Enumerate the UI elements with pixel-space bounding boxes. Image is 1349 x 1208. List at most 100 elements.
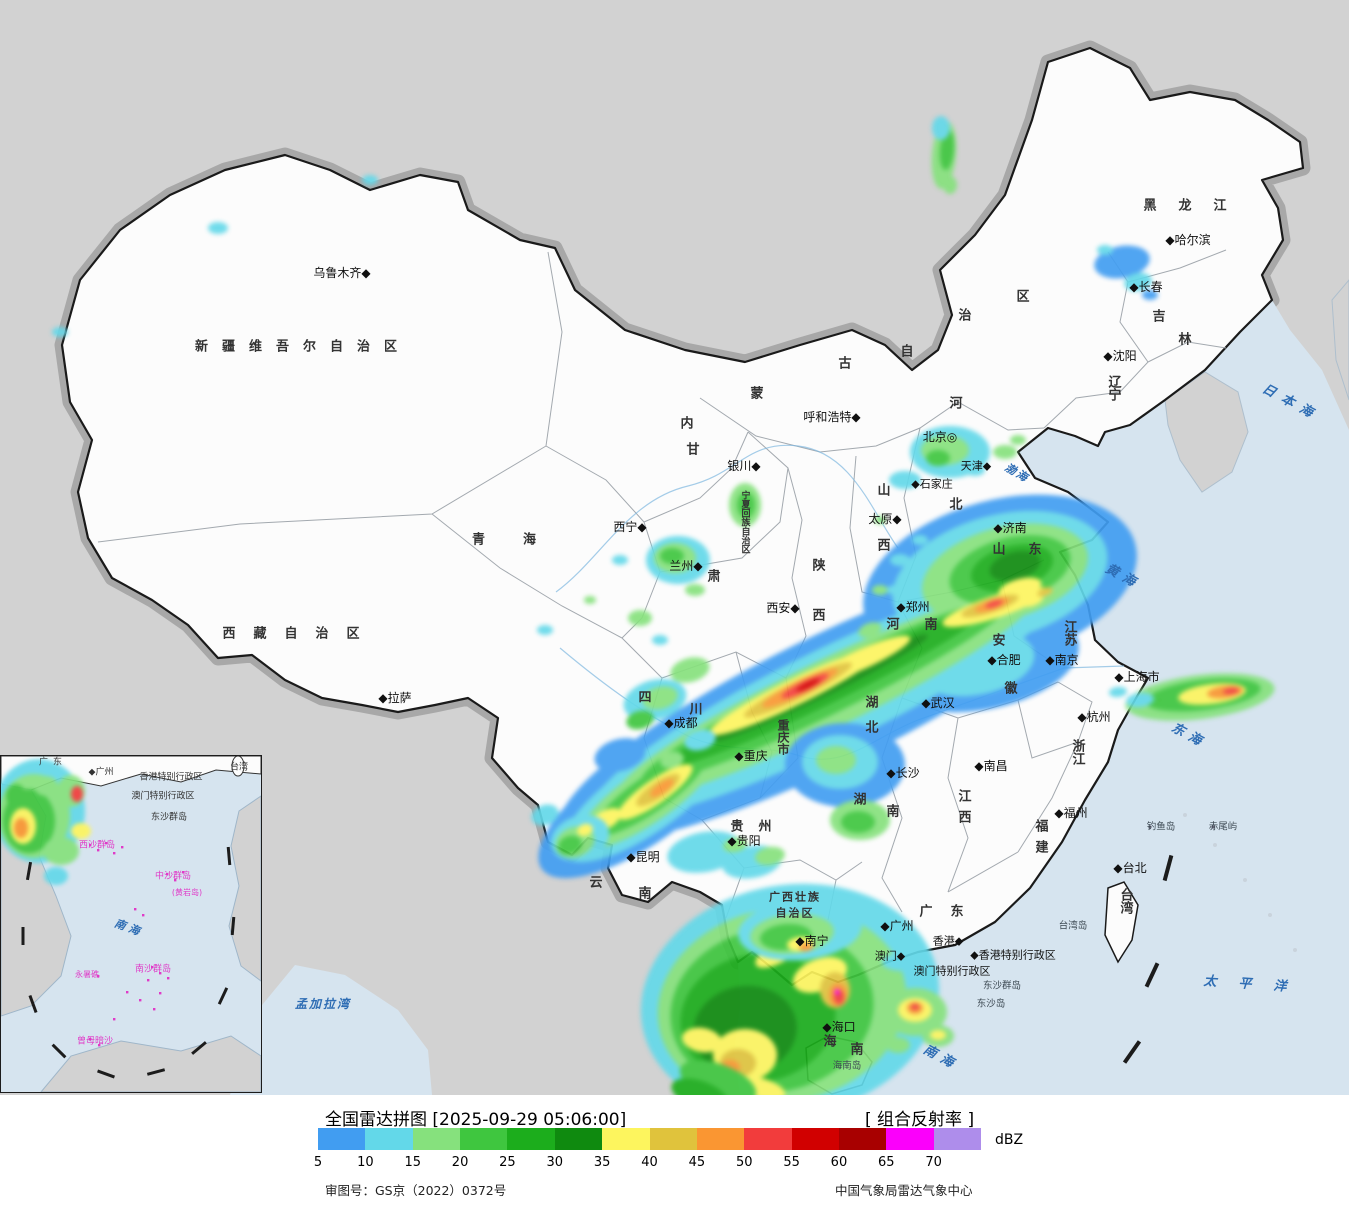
radar-echo-cell bbox=[628, 610, 652, 626]
radar-title: 全国雷达拼图 [2025-09-29 05:06:00] bbox=[325, 1110, 627, 1130]
radar-echo-cell bbox=[1037, 587, 1053, 597]
radar-echo-cell bbox=[796, 678, 820, 692]
radar-echo-cell bbox=[985, 600, 1003, 608]
inset-island-dot bbox=[97, 849, 100, 852]
agency-credit: 中国气象局雷达气象中心 bbox=[835, 1183, 973, 1198]
legend-swatch bbox=[507, 1128, 555, 1150]
radar-echo-cell bbox=[816, 746, 856, 774]
inset-island-dot bbox=[126, 991, 129, 994]
taiwan-island bbox=[1104, 881, 1139, 964]
legend-ticks: 5 10 15 20 25 30 35 40 45 50 55 60 65 70 bbox=[313, 1155, 981, 1171]
inset-island-dot bbox=[142, 914, 145, 917]
radar-echo-cell bbox=[1124, 272, 1152, 292]
radar-echo-cell bbox=[684, 729, 716, 751]
radar-echo-cell bbox=[799, 942, 813, 952]
radar-echo-cell bbox=[870, 969, 890, 981]
inset-island-dot bbox=[153, 1008, 156, 1011]
radar-echo-cell bbox=[650, 778, 674, 798]
radar-echo-cell bbox=[537, 625, 553, 635]
radar-echo-cell bbox=[652, 635, 668, 645]
radar-echo-cell bbox=[682, 1027, 722, 1053]
radar-echo-cell bbox=[882, 953, 922, 971]
legend-swatch bbox=[554, 1128, 603, 1150]
inset-island-dot bbox=[113, 1018, 116, 1021]
legend-tick: 15 bbox=[404, 1155, 421, 1170]
radar-echo-cell bbox=[930, 1030, 946, 1040]
radar-echo-cell bbox=[642, 686, 678, 710]
korea-peninsula bbox=[1164, 371, 1249, 493]
radar-echo-cell bbox=[858, 622, 882, 638]
legend-swatch bbox=[649, 1128, 697, 1150]
inset-island-dot bbox=[89, 844, 92, 847]
inset-island-dot bbox=[167, 977, 170, 980]
radar-echo-cell bbox=[34, 776, 58, 796]
legend-colorbar bbox=[318, 1128, 982, 1150]
radar-echo-cell bbox=[834, 989, 840, 995]
radar-echo-cell bbox=[874, 516, 886, 524]
radar-echo-cell bbox=[612, 555, 628, 565]
radar-echo-cell bbox=[685, 584, 705, 596]
legend-bar: 全国雷达拼图 [2025-09-29 05:06:00] [ 组合反射率 ] d… bbox=[0, 1095, 1349, 1208]
inset-island-dot bbox=[159, 972, 162, 975]
radar-echo-cell bbox=[14, 818, 28, 838]
legend-tick: 55 bbox=[783, 1155, 800, 1170]
legend-swatch bbox=[791, 1128, 839, 1150]
japan-sliver bbox=[1331, 279, 1349, 401]
radar-echo-cell bbox=[71, 786, 83, 802]
radar-echo-cell bbox=[872, 585, 888, 595]
map-approval-number: 审图号：GS京（2022）0372号 bbox=[325, 1183, 507, 1198]
radar-echo-cell bbox=[926, 450, 950, 466]
inset-island-dot bbox=[89, 1038, 92, 1041]
legend-tick: 5 bbox=[313, 1155, 323, 1170]
legend-tick: 45 bbox=[688, 1155, 706, 1170]
radar-echo-cell bbox=[6, 784, 26, 808]
radar-echo-cell bbox=[577, 823, 593, 837]
radar-echo-cell bbox=[723, 837, 747, 853]
legend-tick: 65 bbox=[878, 1155, 895, 1170]
inset-island-dot bbox=[159, 992, 162, 995]
radar-echo-cell bbox=[52, 327, 68, 337]
inset-island-dot bbox=[98, 1044, 101, 1047]
radar-echo-cell bbox=[989, 550, 1041, 582]
radar-echo-cell bbox=[1142, 290, 1158, 300]
inset-taiwan bbox=[231, 756, 245, 777]
radar-echo-cell bbox=[1126, 692, 1154, 708]
legend-swatch bbox=[412, 1128, 461, 1150]
china-radar-map: 新疆维吾尔自治区 西藏自治区 青海甘肃内蒙古自治区黑龙江吉林辽宁河北山西山东河南江苏… bbox=[52, 40, 1349, 1095]
radar-echo-cell bbox=[208, 222, 228, 234]
radar-echo-cell bbox=[965, 464, 985, 476]
radar-echo-cell bbox=[670, 657, 710, 683]
inset-island-dot bbox=[105, 842, 108, 845]
legend-swatch bbox=[696, 1128, 745, 1150]
radar-echo-cell bbox=[584, 596, 596, 604]
radar-echo-cell bbox=[43, 837, 79, 865]
legend-swatch bbox=[744, 1128, 792, 1150]
product-label: [ 组合反射率 ] bbox=[865, 1110, 975, 1130]
radar-echo-cell bbox=[1109, 686, 1127, 698]
radar-echo-cell bbox=[660, 751, 684, 769]
radar-echo-cell bbox=[911, 1004, 919, 1010]
radar-echo-cell bbox=[943, 176, 957, 194]
radar-echo-cell bbox=[737, 492, 755, 518]
inset-island-dot bbox=[121, 846, 124, 849]
inset-island-dot bbox=[139, 999, 142, 1002]
radar-echo-cell bbox=[1010, 435, 1026, 445]
inset-island-dot bbox=[151, 966, 154, 969]
inset-map-canvas bbox=[1, 756, 261, 1092]
bay-of-bengal bbox=[230, 965, 432, 1095]
inset-luzon bbox=[228, 795, 261, 982]
radar-echo-cell bbox=[912, 535, 928, 545]
radar-echo-cell bbox=[755, 846, 785, 866]
legend-swatch bbox=[838, 1128, 887, 1150]
radar-echo-cell bbox=[890, 554, 910, 566]
dash-line-segments bbox=[1122, 854, 1174, 1064]
legend-swatch bbox=[318, 1128, 366, 1150]
radar-echo-cell bbox=[660, 548, 684, 564]
legend-swatch bbox=[602, 1128, 650, 1150]
inset-island-dot bbox=[113, 852, 116, 855]
legend-swatch bbox=[460, 1128, 508, 1150]
east-sea bbox=[734, 300, 1349, 1095]
radar-echo-cell bbox=[1223, 687, 1239, 695]
legend-tick: 40 bbox=[641, 1155, 658, 1170]
inset-island-dot bbox=[97, 975, 100, 978]
